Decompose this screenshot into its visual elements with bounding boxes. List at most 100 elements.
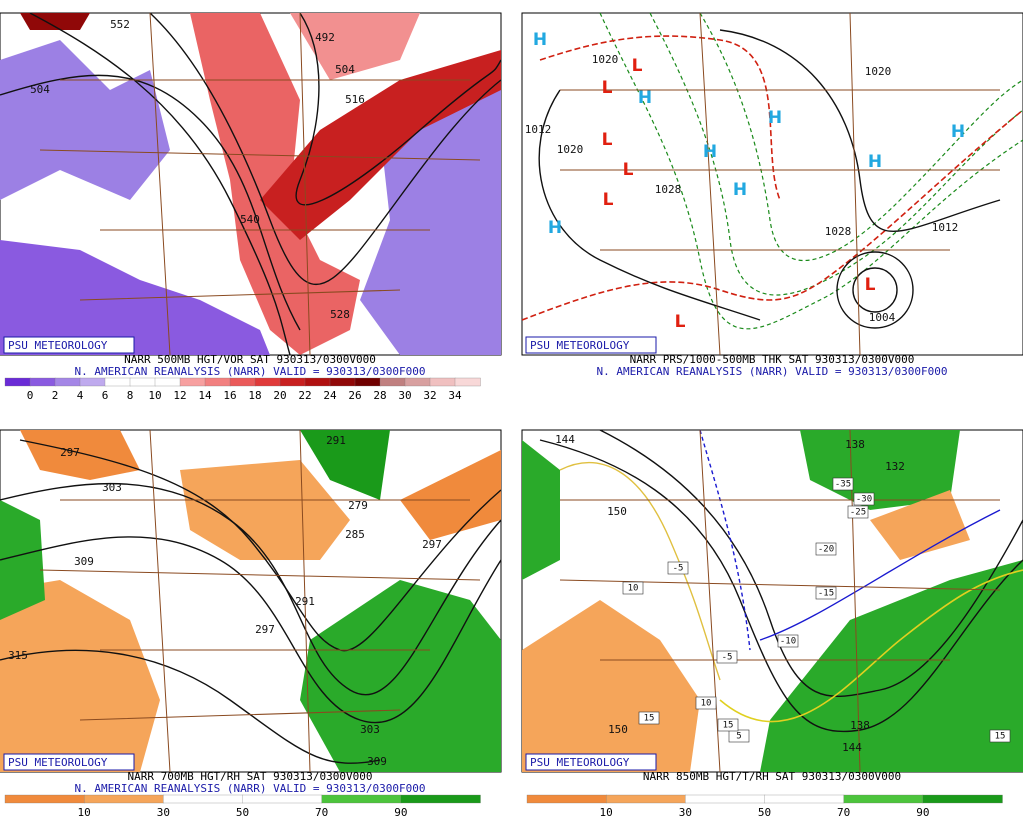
thickness-contour — [649, 12, 1023, 296]
colorbar-label: 32 — [423, 389, 436, 402]
colorbar-label: 30 — [157, 806, 170, 819]
temperature-label-box — [832, 477, 854, 491]
credit: PSU METEOROLOGY — [8, 756, 108, 769]
colorbar-box — [429, 377, 456, 387]
temperature-label-box — [777, 634, 799, 648]
colorbar-label: 30 — [679, 806, 692, 819]
colorbar-label: 90 — [394, 806, 407, 819]
credit-box — [3, 336, 135, 354]
contour-label: 1020 — [557, 143, 584, 156]
temperature-label: -5 — [673, 564, 684, 574]
temperature-label: 15 — [644, 714, 655, 724]
height-contour — [19, 439, 502, 652]
colorbar-label: 20 — [273, 389, 286, 402]
height-contour — [29, 12, 291, 356]
high-pressure: H — [703, 142, 717, 162]
humidity-area — [300, 580, 501, 772]
humidity-area — [870, 490, 970, 560]
humidity-area — [522, 600, 700, 772]
temperature-label: -25 — [850, 508, 866, 518]
contour-label: 309 — [74, 555, 94, 568]
high-pressure: H — [768, 108, 782, 128]
subcaption: N. AMERICAN REANALYSIS (NARR) VALID = 93… — [75, 782, 426, 795]
colorbar-label: 34 — [448, 389, 462, 402]
political-boundary — [559, 429, 1001, 773]
humidity-area — [0, 580, 160, 772]
contour-label: 297 — [422, 538, 442, 551]
colorbar-label: 14 — [198, 389, 212, 402]
colorbar-label: 50 — [758, 806, 771, 819]
map-frame — [521, 12, 1023, 356]
pressure-contour — [538, 89, 761, 321]
humidity-area — [760, 560, 1023, 772]
colorbar-box — [606, 794, 686, 804]
colorbar-box — [79, 377, 106, 387]
colorbar-label: 6 — [102, 389, 109, 402]
colorbar-label: 22 — [298, 389, 311, 402]
credit: PSU METEOROLOGY — [8, 339, 108, 352]
vorticity-area — [0, 240, 270, 355]
colorbar-label: 0 — [27, 389, 34, 402]
credit-box — [525, 336, 657, 354]
temperature-label-box — [717, 718, 739, 732]
temperature-label-box — [716, 650, 738, 664]
temperature-label: 5 — [736, 732, 741, 742]
credit-box — [3, 753, 135, 771]
colorbar-box — [154, 377, 181, 387]
low-pressure: L — [865, 275, 876, 295]
caption: NARR PRS/1000-500MB THK SAT 930313/0300V… — [630, 353, 915, 366]
thickness-contour — [521, 109, 1023, 321]
contour-label: 309 — [367, 755, 387, 768]
contour-label: 297 — [255, 623, 275, 636]
temperature-label: 10 — [701, 699, 712, 709]
credit: PSU METEOROLOGY — [530, 756, 630, 769]
high-pressure: H — [548, 218, 562, 238]
colorbar-label: 12 — [173, 389, 186, 402]
pressure-contour — [852, 267, 898, 313]
colorbar-box — [4, 377, 31, 387]
colorbar-box — [204, 377, 231, 387]
colorbar-label: 8 — [127, 389, 134, 402]
temperature-label: -5 — [722, 653, 733, 663]
colorbar-label: 16 — [223, 389, 236, 402]
colorbar-box — [526, 794, 607, 804]
colorbar-label: 50 — [236, 806, 249, 819]
colorbar-label: 90 — [916, 806, 929, 819]
temperature-label-box — [815, 542, 837, 556]
contour-label: 303 — [102, 481, 122, 494]
temperature-label-box — [728, 729, 750, 743]
colorbar-box — [321, 794, 402, 804]
temperature-label-box — [667, 561, 689, 575]
temperature-label: -30 — [856, 495, 872, 505]
temperature-label-box — [695, 696, 717, 710]
temperature-label: 15 — [995, 732, 1006, 742]
thickness-contour — [699, 12, 1023, 262]
height-contour — [295, 12, 502, 206]
panel-850mb: 144 150 150 132 138 144 138 -5 10 -35 -30 -2… — [521, 429, 1023, 773]
colorbar-box — [179, 377, 206, 387]
contour-label: 303 — [360, 723, 380, 736]
colorbar-label: 2 — [52, 389, 59, 402]
colorbar-box — [4, 794, 85, 804]
colorbar-box — [304, 377, 331, 387]
colorbar-box — [242, 794, 323, 804]
colorbar-box — [454, 377, 481, 387]
contour-label: 138 — [850, 719, 870, 732]
credit-box — [525, 753, 657, 771]
temperature-contour — [699, 429, 751, 651]
low-pressure: L — [603, 190, 614, 210]
political-boundary — [39, 429, 481, 773]
colorbar-box — [843, 794, 924, 804]
subcaption: N. AMERICAN REANALYSIS (NARR) VALID = 93… — [597, 365, 948, 378]
height-contour — [0, 482, 502, 696]
colorbar-box — [163, 794, 244, 804]
caption: NARR 500MB HGT/VOR SAT 930313/0300V000 — [124, 353, 376, 366]
contour-label: 297 — [60, 446, 80, 459]
contour-label: 150 — [607, 505, 627, 518]
colorbar-box — [685, 794, 766, 804]
temperature-label-box — [853, 492, 875, 506]
contour-label: 138 — [845, 438, 865, 451]
colorbar-box — [29, 377, 56, 387]
contour-label: 1020 — [592, 53, 619, 66]
